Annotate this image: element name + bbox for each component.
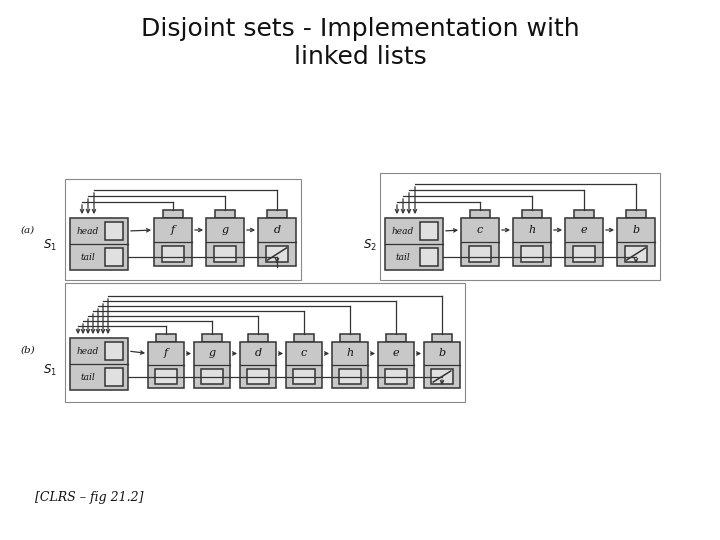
Text: g: g xyxy=(222,225,228,235)
Bar xyxy=(294,334,314,342)
Text: c: c xyxy=(477,225,483,235)
Bar xyxy=(339,369,361,384)
Bar xyxy=(65,179,301,280)
Bar xyxy=(154,218,192,266)
Bar xyxy=(574,210,595,218)
Bar xyxy=(194,342,230,388)
Bar xyxy=(513,218,551,266)
Bar xyxy=(248,334,268,342)
Bar xyxy=(293,369,315,384)
Bar xyxy=(431,369,453,384)
Bar xyxy=(266,210,287,218)
Text: tail: tail xyxy=(80,373,95,381)
Bar xyxy=(258,218,296,266)
Text: b: b xyxy=(632,225,639,235)
Bar xyxy=(385,218,443,270)
Bar xyxy=(424,342,460,388)
Bar xyxy=(65,283,465,402)
Text: c: c xyxy=(301,348,307,359)
Text: f: f xyxy=(171,225,175,235)
Text: Disjoint sets - Implementation with
linked lists: Disjoint sets - Implementation with link… xyxy=(140,17,580,69)
Bar xyxy=(201,369,222,384)
Bar xyxy=(240,342,276,388)
Bar xyxy=(215,210,235,218)
Bar xyxy=(148,342,184,388)
Bar xyxy=(626,210,647,218)
Text: (b): (b) xyxy=(21,346,35,354)
Bar xyxy=(461,218,499,266)
Bar xyxy=(161,246,184,262)
Text: head: head xyxy=(392,226,413,235)
Bar xyxy=(469,210,490,218)
Bar xyxy=(105,342,123,360)
Text: g: g xyxy=(208,348,215,359)
Bar xyxy=(617,218,655,266)
Bar xyxy=(380,173,660,280)
Bar xyxy=(105,248,123,266)
Text: $S_1$: $S_1$ xyxy=(43,362,57,377)
Text: (a): (a) xyxy=(21,226,35,234)
Bar xyxy=(156,369,177,384)
Bar xyxy=(385,369,407,384)
Bar xyxy=(521,210,542,218)
Bar xyxy=(286,342,322,388)
Bar xyxy=(420,248,438,266)
Bar xyxy=(70,338,128,390)
Text: [CLRS – fig 21.2]: [CLRS – fig 21.2] xyxy=(35,491,143,504)
Text: d: d xyxy=(254,348,261,359)
Bar xyxy=(163,210,184,218)
Bar xyxy=(521,246,544,262)
Text: head: head xyxy=(76,226,99,235)
Bar xyxy=(340,334,360,342)
Bar xyxy=(332,342,368,388)
Text: tail: tail xyxy=(395,253,410,261)
Text: $S_2$: $S_2$ xyxy=(363,238,377,253)
Bar xyxy=(266,246,289,262)
Bar xyxy=(70,218,128,270)
Bar xyxy=(105,222,123,240)
Bar xyxy=(105,368,123,386)
Text: d: d xyxy=(274,225,281,235)
Text: tail: tail xyxy=(80,253,95,261)
Bar xyxy=(202,334,222,342)
Bar xyxy=(565,218,603,266)
Text: e: e xyxy=(581,225,588,235)
Bar xyxy=(156,334,176,342)
Bar xyxy=(432,334,452,342)
Bar xyxy=(214,246,236,262)
Text: f: f xyxy=(164,348,168,359)
Text: b: b xyxy=(438,348,446,359)
Bar xyxy=(247,369,269,384)
Bar xyxy=(572,246,595,262)
Bar xyxy=(386,334,406,342)
Text: e: e xyxy=(392,348,400,359)
Text: head: head xyxy=(76,347,99,355)
Bar xyxy=(206,218,244,266)
Text: $S_1$: $S_1$ xyxy=(43,238,57,253)
Bar xyxy=(378,342,414,388)
Bar xyxy=(625,246,647,262)
Bar xyxy=(420,222,438,240)
Text: h: h xyxy=(528,225,536,235)
Bar xyxy=(469,246,492,262)
Text: h: h xyxy=(346,348,354,359)
